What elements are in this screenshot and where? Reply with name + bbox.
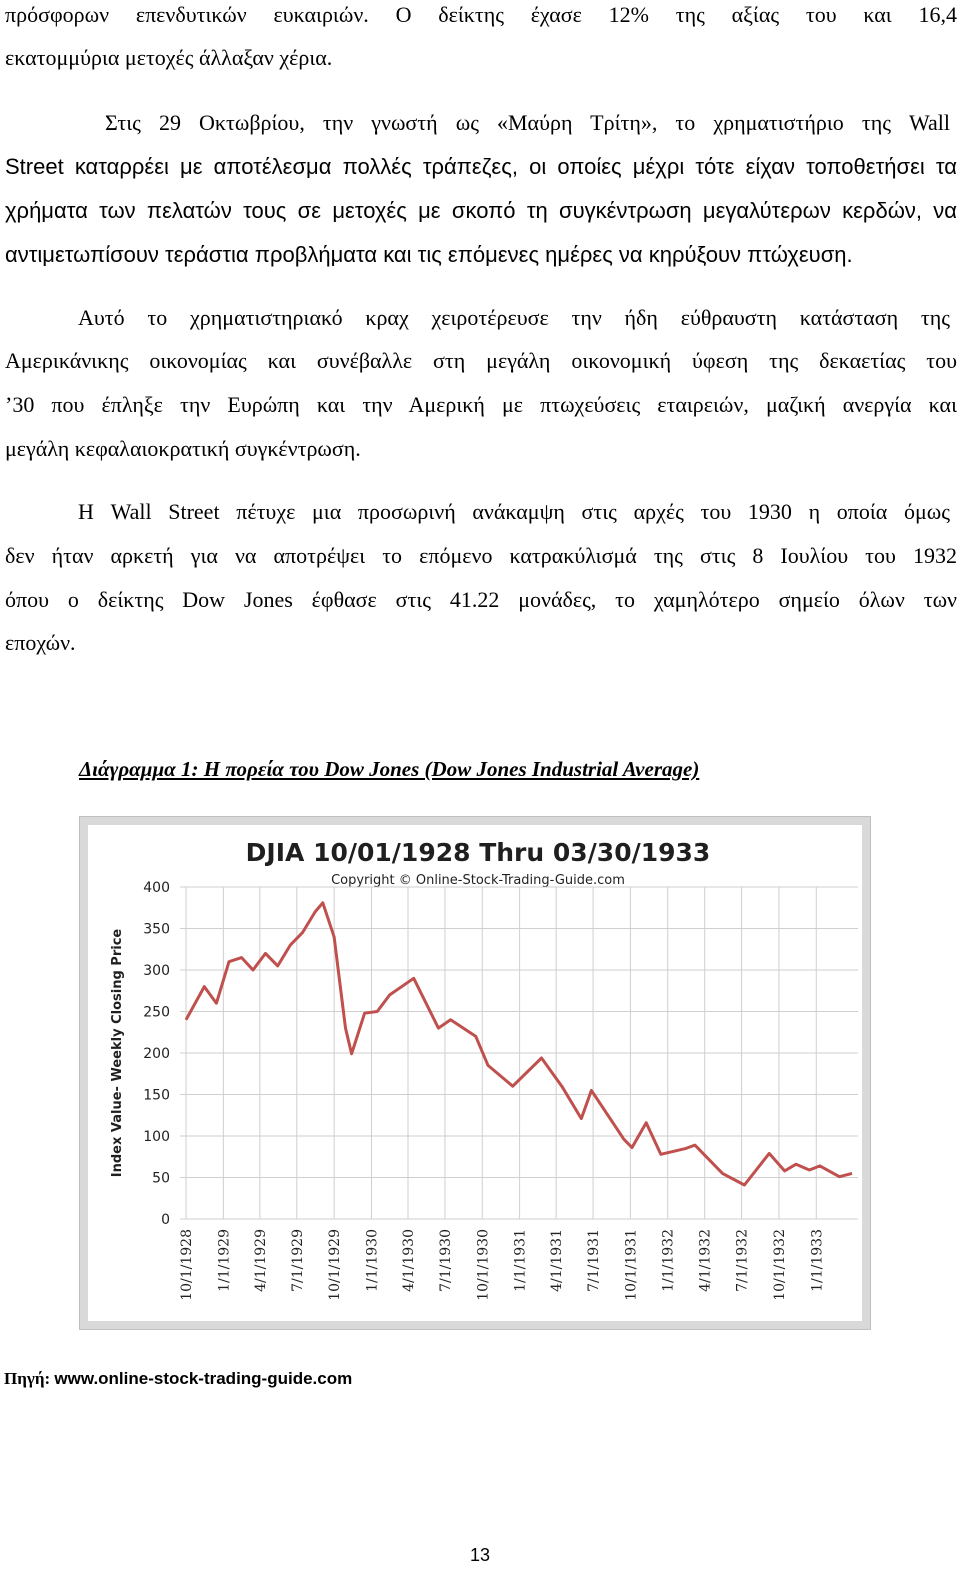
paragraph-line: Αυτό το χρηματιστηριακό κραχ χειροτέρευσ… — [78, 305, 950, 330]
x-tick-label: 1/1/1929 — [216, 1229, 232, 1292]
y-tick-label: 200 — [143, 1046, 170, 1062]
paragraph-line: χρήματα των πελατών τους σε μετοχές με σ… — [5, 198, 957, 223]
y-tick-labels: 0 50 100 150 200 250 300 350 400 — [143, 880, 170, 1228]
figure-source: Πηγή: www.online-stock-trading-guide.com — [4, 1369, 352, 1389]
y-tick-label: 50 — [152, 1171, 170, 1187]
chart-subtitle: Copyright © Online-Stock-Trading-Guide.c… — [331, 873, 625, 888]
x-tick-label: 1/1/1932 — [661, 1229, 677, 1292]
x-tick-label: 10/1/1929 — [327, 1229, 343, 1301]
paragraph-line: αντιμετωπίσουν τεράστια προβλήματα και τ… — [5, 242, 853, 267]
paragraph-line: εποχών. — [5, 630, 76, 655]
x-tick-label: 10/1/1930 — [475, 1229, 491, 1301]
chart-grid — [180, 886, 858, 1220]
y-tick-label: 100 — [143, 1129, 170, 1145]
chart-background — [88, 825, 862, 1321]
djia-series-line — [184, 901, 853, 1187]
x-tick-label: 4/1/1932 — [698, 1229, 714, 1292]
y-tick-label: 350 — [143, 922, 170, 938]
y-tick-label: 300 — [143, 963, 170, 979]
x-tick-label: 7/1/1931 — [586, 1229, 602, 1292]
chart-canvas: DJIA 10/01/1928 Thru 03/30/1933 Copyrigh… — [88, 825, 862, 1321]
paragraph-line: Στις 29 Οκτωβρίου, την γνωστή ως «Μαύρη … — [105, 110, 950, 135]
page-number: 13 — [469, 1545, 491, 1565]
paragraph-line: δεν ήταν αρκετή για να αποτρέψει το επόμ… — [5, 543, 957, 568]
source-label: Πηγή: — [4, 1369, 51, 1388]
x-tick-label: 4/1/1930 — [401, 1229, 417, 1292]
djia-chart: DJIA 10/01/1928 Thru 03/30/1933 Copyrigh… — [79, 816, 871, 1330]
x-tick-label: 10/1/1932 — [772, 1229, 788, 1301]
figure-caption: Διάγραμμα 1: Η πορεία του Dow Jones (Dow… — [79, 757, 700, 781]
paragraph-line: ’30 που έπληξε την Ευρώπη και την Αμερικ… — [5, 392, 957, 417]
x-tick-label: 7/1/1932 — [735, 1229, 751, 1292]
y-tick-label: 0 — [161, 1212, 170, 1228]
x-tick-label: 4/1/1929 — [253, 1229, 269, 1292]
paragraph-line: μεγάλη κεφαλαιοκρατική συγκέντρωση. — [5, 436, 361, 461]
x-tick-label: 10/1/1928 — [179, 1229, 195, 1301]
paragraph-line: Η Wall Street πέτυχε μια προσωρινή ανάκα… — [78, 499, 950, 524]
paragraph-line: εκατομμύρια μετοχές άλλαξαν χέρια. — [5, 45, 333, 70]
x-tick-label: 4/1/1931 — [549, 1229, 565, 1292]
source-url: www.online-stock-trading-guide.com — [54, 1369, 353, 1388]
y-axis-label: Index Value- Weekly Closing Price — [110, 929, 125, 1178]
paragraph-line: πρόσφορων επενδυτικών ευκαιριών. Ο δείκτ… — [5, 2, 957, 27]
y-tick-label: 250 — [143, 1005, 170, 1021]
x-tick-label: 7/1/1930 — [438, 1229, 454, 1292]
paragraph-line: Street καταρρέει με αποτέλεσμα πολλές τρ… — [5, 154, 957, 179]
paragraph-line: Αμερικάνικης οικονομίας και συνέβαλλε στ… — [5, 348, 957, 373]
x-tick-label: 1/1/1931 — [513, 1229, 529, 1292]
x-tick-label: 1/1/1933 — [809, 1229, 825, 1292]
paragraph-line: όπου ο δείκτης Dow Jones έφθασε στις 41.… — [5, 587, 957, 612]
chart-title: DJIA 10/01/1928 Thru 03/30/1933 — [246, 838, 711, 867]
y-tick-label: 400 — [143, 880, 170, 896]
y-tick-label: 150 — [143, 1088, 170, 1104]
x-tick-label: 7/1/1929 — [290, 1229, 306, 1292]
x-tick-label: 1/1/1930 — [364, 1229, 380, 1292]
x-tick-label: 10/1/1931 — [623, 1229, 639, 1301]
x-tick-labels: 10/1/1928 1/1/1929 4/1/1929 7/1/1929 10/1/19… — [179, 1229, 825, 1301]
